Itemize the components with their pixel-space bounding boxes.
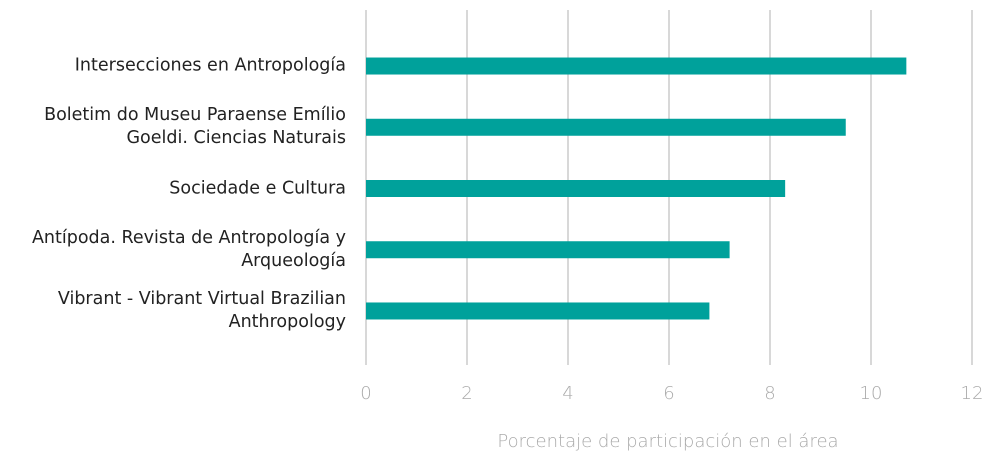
bar — [366, 118, 846, 136]
x-tick-label: 8 — [764, 383, 775, 404]
y-tick-label: Sociedade e Cultura — [169, 178, 346, 198]
x-tick-label: 12 — [961, 383, 982, 404]
x-tick-label: 10 — [860, 383, 883, 404]
x-tick-label: 0 — [360, 383, 371, 404]
y-tick-label: Vibrant - Vibrant Virtual Brazilian Anth… — [57, 288, 346, 332]
bar — [366, 57, 907, 75]
bar — [366, 180, 786, 197]
y-tick-label: Boletim do Museu Paraense Emílio Goeldi.… — [44, 105, 346, 149]
y-tick-label: Intersecciones en Antropología — [74, 55, 346, 76]
y-tick-label: Antípoda. Revista de Antropología y Arqu… — [31, 227, 346, 271]
x-tick-label: 4 — [562, 383, 573, 404]
x-tick-label: 2 — [461, 383, 472, 404]
bar — [366, 302, 710, 320]
bar — [366, 241, 730, 259]
x-axis-label: Porcentaje de participación en el área — [497, 431, 838, 452]
x-tick-label: 6 — [663, 383, 674, 404]
